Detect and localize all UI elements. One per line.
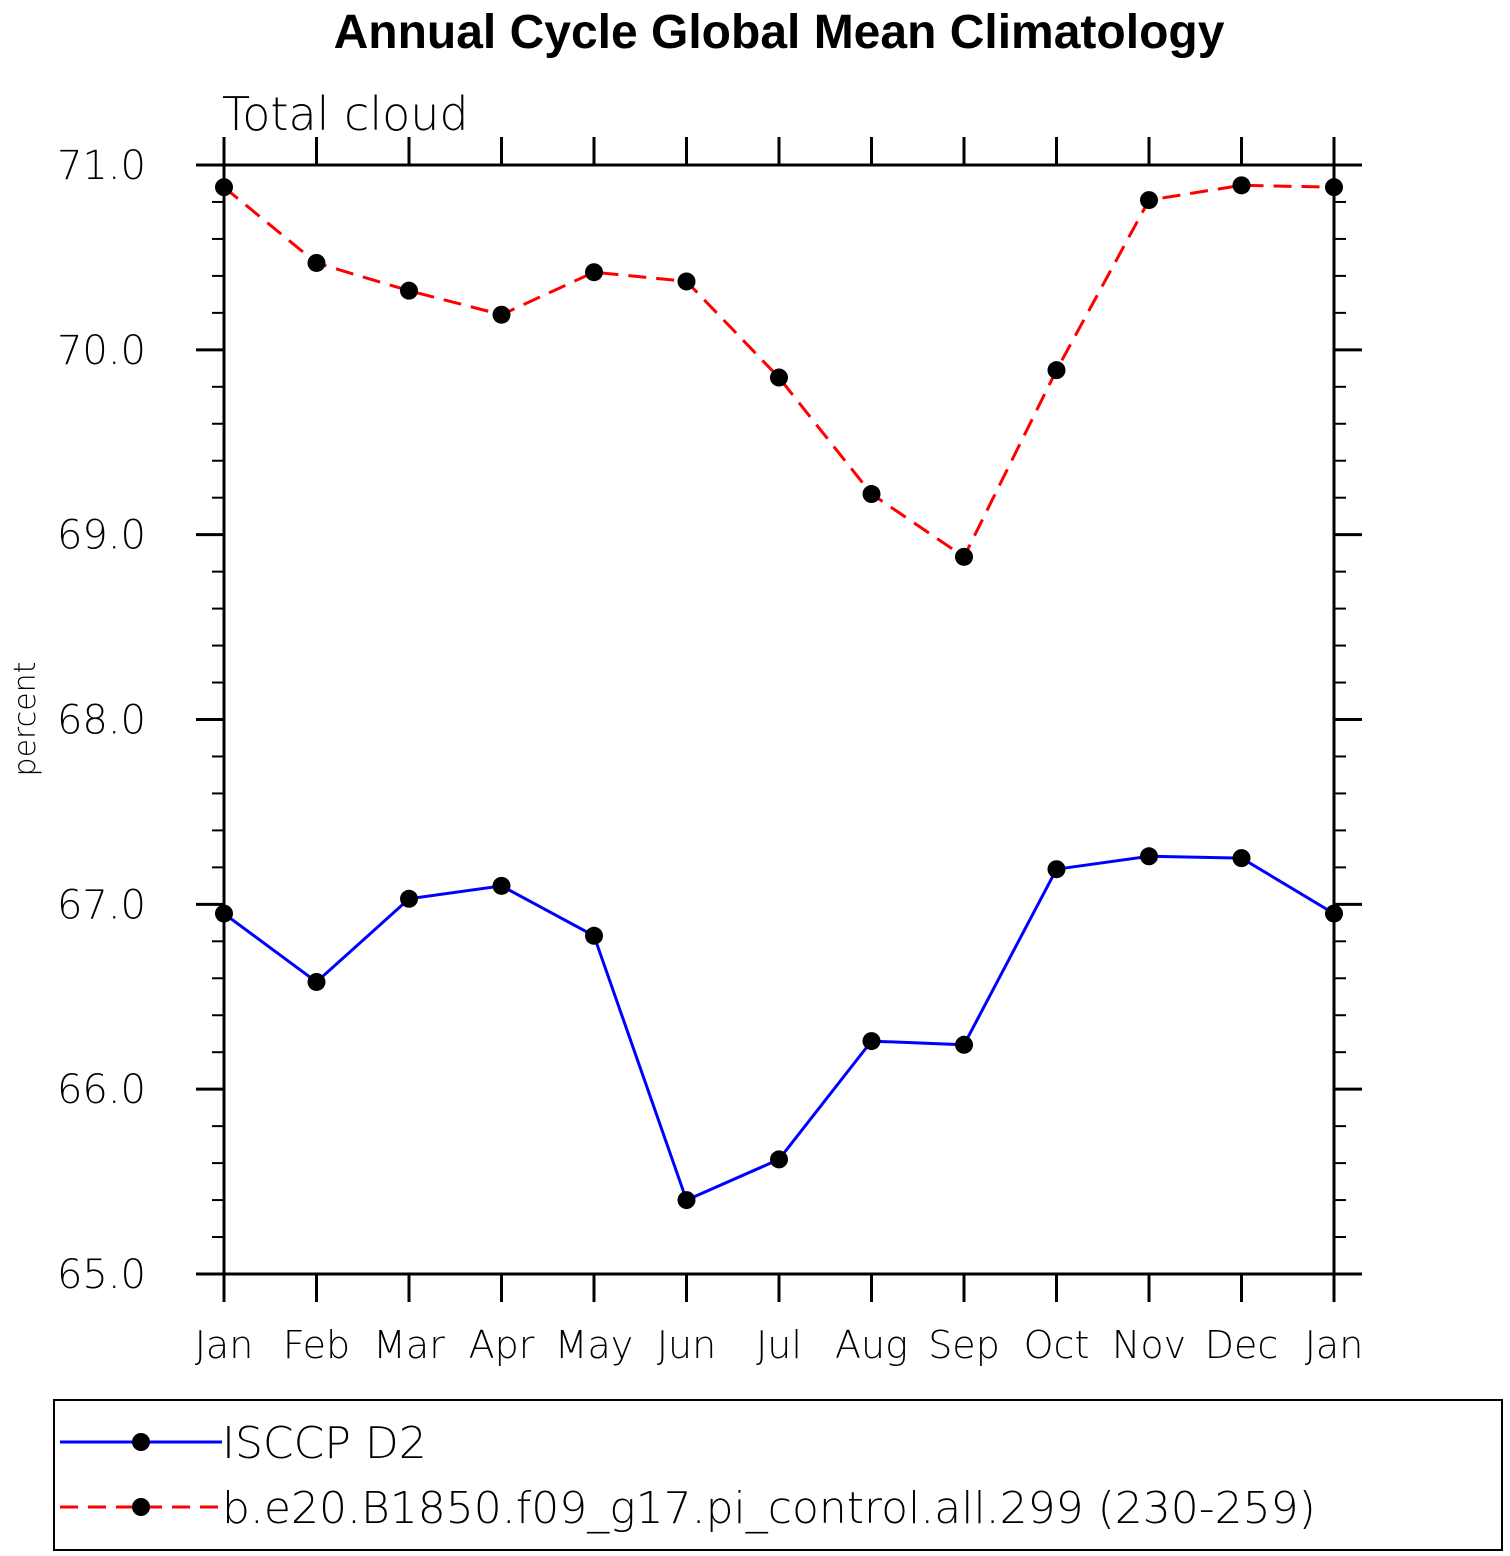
x-tick-label: Jan — [195, 1323, 254, 1367]
series-1-point — [1140, 191, 1158, 210]
series-line-0 — [223, 854, 1335, 1203]
series-layer — [215, 176, 1343, 1210]
series-0-point — [770, 1150, 788, 1169]
y-tick-labels: 65.0 66.0 67.0 68.0 69.0 70.0 71.0 — [57, 143, 146, 1298]
y-tick-label: 65.0 — [57, 1252, 146, 1298]
plot-frame — [222, 163, 1336, 1276]
y-major-ticks — [196, 163, 1362, 1276]
legend-marker-isccp — [132, 1433, 150, 1451]
series-1-point — [1325, 178, 1343, 197]
series-1-point — [585, 263, 603, 282]
series-0-point — [215, 904, 233, 923]
x-ticks — [222, 137, 1336, 1302]
series-0-point — [1140, 847, 1158, 866]
x-tick-label: Nov — [1112, 1323, 1186, 1367]
series-0-point — [585, 926, 603, 945]
x-tick-label: Feb — [283, 1323, 350, 1367]
y-tick-label: 69.0 — [57, 513, 146, 559]
series-0-point — [1232, 849, 1251, 868]
x-tick-label: Jun — [657, 1323, 716, 1367]
series-0-point — [400, 889, 418, 908]
series-0-point — [492, 876, 511, 895]
series-1-point — [862, 485, 881, 504]
series-1-point — [215, 178, 233, 197]
y-tick-label: 71.0 — [57, 143, 146, 189]
y-axis-label: percent — [8, 662, 43, 777]
series-0-point — [677, 1191, 696, 1210]
x-tick-label: May — [555, 1323, 634, 1367]
y-minor-ticks — [212, 200, 1346, 1239]
series-1-point — [492, 305, 511, 324]
x-tick-label: Sep — [928, 1323, 1000, 1367]
series-1-point — [400, 281, 418, 300]
legend-label-model: b.e20.B1850.f09_g17.pi_control.all.299 (… — [222, 1483, 1316, 1534]
x-tick-label: Mar — [373, 1323, 445, 1367]
y-tick-label: 70.0 — [57, 328, 146, 374]
x-tick-label: Jan — [1305, 1323, 1364, 1367]
series-0-point — [307, 972, 326, 991]
chart-title: Annual Cycle Global Mean Climatology — [334, 6, 1225, 59]
series-1-point — [770, 368, 788, 387]
chart-subtitle: Total cloud — [222, 87, 469, 141]
legend-label-isccp: ISCCP D2 — [222, 1418, 427, 1469]
x-tick-label: Dec — [1205, 1323, 1279, 1367]
x-tick-labels: Jan Feb Mar Apr May Jun Jul Aug Sep Oct Nov Dec Jan — [195, 1323, 1364, 1367]
x-tick-label: Apr — [469, 1323, 535, 1367]
x-tick-label: Aug — [835, 1323, 908, 1367]
series-0-point — [1325, 904, 1343, 923]
series-1-point — [307, 253, 326, 272]
series-1-point — [955, 547, 973, 566]
series-1-point — [1047, 361, 1066, 380]
legend-marker-model — [132, 1498, 150, 1516]
series-0-point — [1047, 860, 1066, 879]
series-0-point — [955, 1035, 973, 1054]
series-1-point — [1232, 176, 1251, 195]
legend-box — [53, 1399, 1503, 1551]
series-1-point — [677, 272, 696, 291]
x-tick-label: Oct — [1024, 1323, 1090, 1367]
x-tick-label: Jul — [756, 1323, 802, 1367]
y-tick-label: 67.0 — [57, 882, 146, 928]
y-tick-label: 66.0 — [57, 1067, 146, 1113]
legend: ISCCP D2 b.e20.B1850.f09_g17.pi_control.… — [53, 1399, 1503, 1551]
series-0-point — [862, 1032, 881, 1051]
y-tick-label: 68.0 — [57, 698, 146, 744]
